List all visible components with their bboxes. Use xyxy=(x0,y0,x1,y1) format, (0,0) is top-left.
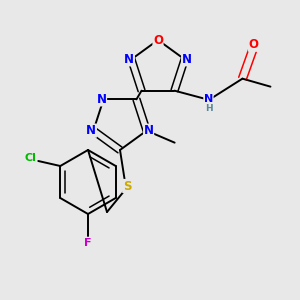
Text: O: O xyxy=(153,34,163,46)
Text: H: H xyxy=(205,104,212,113)
Text: N: N xyxy=(86,124,96,137)
Text: N: N xyxy=(124,53,134,66)
Text: N: N xyxy=(204,94,213,104)
Text: O: O xyxy=(248,38,259,51)
Text: N: N xyxy=(144,124,154,137)
Text: Cl: Cl xyxy=(24,153,36,163)
Text: S: S xyxy=(123,179,131,193)
Text: N: N xyxy=(97,93,106,106)
Text: F: F xyxy=(84,238,92,248)
Text: N: N xyxy=(182,53,192,66)
